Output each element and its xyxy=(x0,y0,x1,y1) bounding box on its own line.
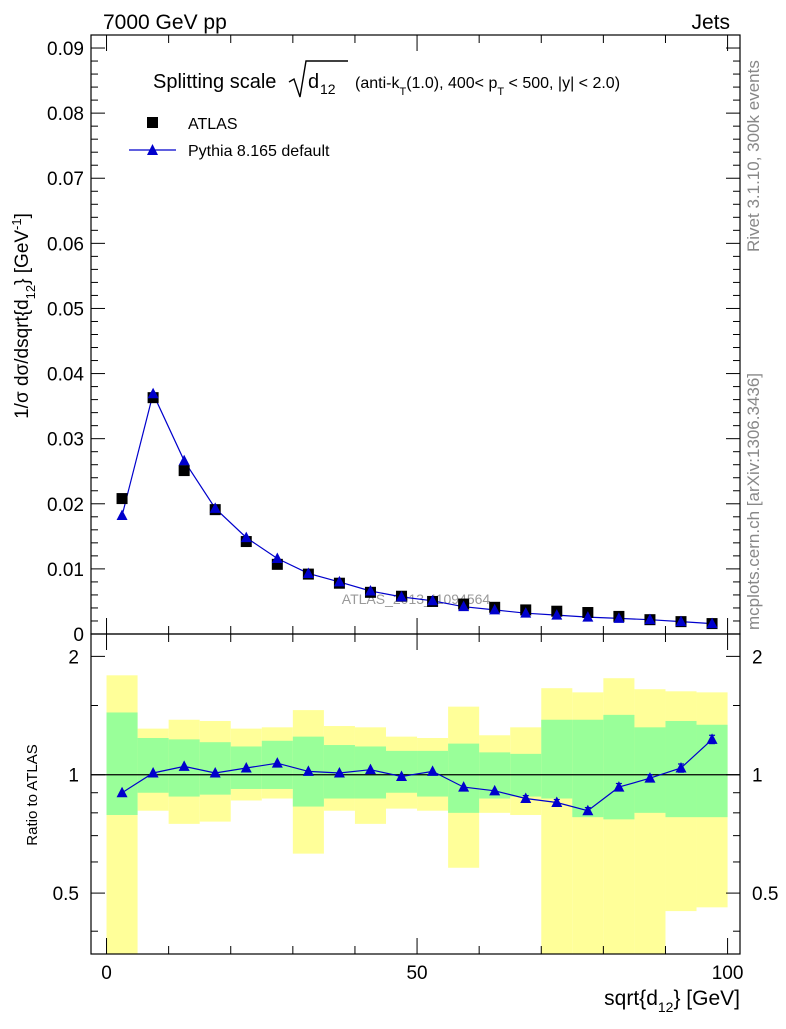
pythia-point xyxy=(644,613,656,625)
ratio-point xyxy=(613,781,625,792)
ratio-ylabel: Ratio to ATLAS xyxy=(24,744,41,845)
ratio-point xyxy=(706,733,718,744)
main-axis-ticks: 0 0.01 0.02 0.03 0.04 0.05 0.06 0.07 0.08 0.09 xyxy=(47,35,740,646)
ratio-point xyxy=(396,770,408,781)
pythia-point xyxy=(551,609,563,620)
sqrt-symbol xyxy=(288,60,348,98)
legend-atlas-label: ATLAS xyxy=(188,116,238,133)
ratio-axis-ticks: 0.5 0.5 1 1 2 2 0 50 100 xyxy=(53,634,778,984)
ratio-point xyxy=(333,767,345,778)
ratio-ytick-label-right: 1 xyxy=(752,766,763,787)
header-right: Jets xyxy=(691,11,730,34)
main-ylabel: 1/σ dσ/dsqrt{d12} [GeV-1] xyxy=(9,213,38,419)
inner-band-bin xyxy=(541,719,573,799)
legend-mc-marker xyxy=(147,144,158,155)
pythia-point xyxy=(240,531,252,543)
ratio-mc-markers xyxy=(116,733,718,816)
header-left: 7000 GeV pp xyxy=(103,11,227,34)
ratio-point xyxy=(644,772,656,783)
mc-markers xyxy=(116,387,718,629)
pythia-point xyxy=(333,575,345,587)
main-ytick-label: 0.04 xyxy=(47,365,84,386)
mcplots-label: mcplots.cern.ch [arXiv:1306.3436] xyxy=(744,373,763,630)
pythia-point xyxy=(271,552,283,563)
legend-mc-label: Pythia 8.165 default xyxy=(188,143,330,160)
pythia-point xyxy=(396,590,408,602)
ratio-point xyxy=(427,765,439,776)
ratio-point xyxy=(551,796,563,807)
inner-band-bin xyxy=(137,738,169,793)
main-ytick-label: 0.07 xyxy=(47,169,84,190)
atlas-point xyxy=(178,465,190,477)
ratio-ytick-label-left: 0.5 xyxy=(53,884,79,905)
pythia-point xyxy=(613,612,625,623)
inner-band-bin xyxy=(603,714,635,820)
main-ytick-label: 0.01 xyxy=(47,560,84,581)
ratio-point xyxy=(240,762,252,773)
ratio-point xyxy=(178,760,190,771)
pythia-point xyxy=(302,567,314,578)
main-ytick-label: 0 xyxy=(73,625,84,646)
ratio-point xyxy=(147,767,159,778)
ratio-point xyxy=(489,784,501,796)
main-ytick-label: 0.09 xyxy=(47,39,84,60)
ratio-panel: 0.5 0.5 1 1 2 2 0 50 100 Ratio to ATLAS sqrt{d12… xyxy=(24,633,778,1015)
pythia-point xyxy=(147,387,159,399)
pythia-point xyxy=(427,594,439,606)
rivet-label: Rivet 3.1.10, 300k events xyxy=(744,60,763,252)
inner-band-bin xyxy=(106,712,138,815)
title-d: d xyxy=(308,71,319,93)
ratio-point xyxy=(582,804,594,816)
main-title: Splitting scale xyxy=(153,71,276,93)
ratio-point xyxy=(520,792,532,804)
atlas-point xyxy=(116,493,128,505)
ratio-xtick-label: 50 xyxy=(406,963,427,984)
main-ytick-label: 0.02 xyxy=(47,495,84,516)
ratio-point xyxy=(364,763,376,775)
pythia-point xyxy=(209,502,221,513)
pythia-point xyxy=(489,603,501,615)
pythia-point xyxy=(116,509,128,521)
main-ytick-label: 0.06 xyxy=(47,234,84,255)
ratio-ytick-label-left: 1 xyxy=(68,766,79,787)
atlas-point xyxy=(271,558,283,570)
main-panel: 0 0.01 0.02 0.03 0.04 0.05 0.06 0.07 0.08 0.09 AT… xyxy=(9,34,741,646)
pythia-point xyxy=(364,585,376,596)
ratio-frame xyxy=(90,633,741,955)
ratio-xtick-label: 100 xyxy=(712,963,744,984)
mc-uncertainty-inner-band xyxy=(106,712,728,820)
ratio-xtick-label: 0 xyxy=(101,963,112,984)
ratio-point xyxy=(302,765,314,776)
pythia-point xyxy=(458,600,470,612)
ratio-ytick-label-right: 2 xyxy=(752,647,763,668)
pythia-point xyxy=(520,607,532,618)
pythia-point xyxy=(706,617,718,629)
inner-band-bin xyxy=(448,743,480,813)
ratio-point xyxy=(116,786,128,798)
main-ytick-label: 0.03 xyxy=(47,430,84,451)
ratio-point xyxy=(271,757,283,768)
inner-band-bin xyxy=(634,727,666,813)
ratio-point xyxy=(458,781,470,792)
ratio-xlabel: sqrt{d12} [GeV] xyxy=(604,987,740,1015)
pythia-point xyxy=(675,615,687,627)
title-details: (anti-kT(1.0), 400< pT < 500, |y| < 2.0) xyxy=(355,75,620,98)
ratio-ytick-label-right: 0.5 xyxy=(752,884,778,905)
ratio-point xyxy=(209,767,221,778)
legend-atlas-marker xyxy=(147,117,158,128)
pythia-point xyxy=(178,454,190,466)
title-d-sub: 12 xyxy=(320,81,336,97)
pythia-point xyxy=(582,611,594,622)
main-ytick-label: 0.05 xyxy=(47,299,84,320)
ratio-ytick-label-left: 2 xyxy=(68,647,79,668)
main-ytick-label: 0.08 xyxy=(47,104,84,125)
ratio-point xyxy=(675,762,687,773)
inner-band-bin xyxy=(572,719,604,818)
